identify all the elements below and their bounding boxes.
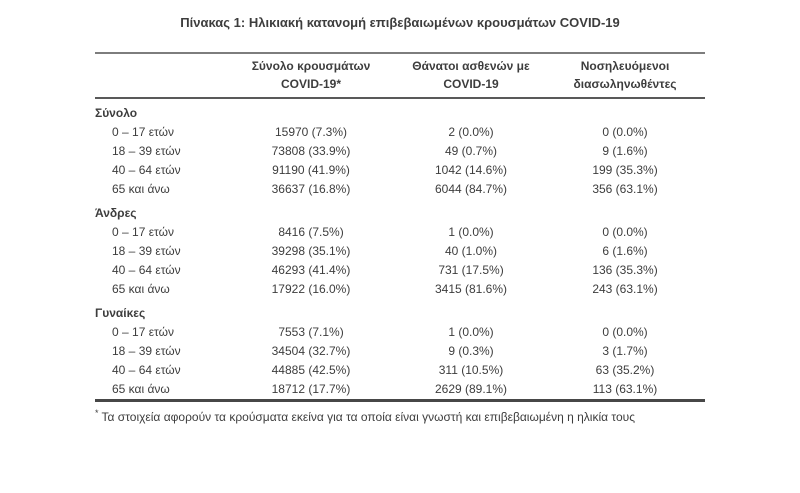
cases-cell: 15970 (7.3%) [274,125,348,139]
cases-cell: 34504 (32.7%) [271,344,351,358]
table-row: 0 – 17 ετών 7553 (7.1%) 1 (0.0%) 0 (0.0%… [95,323,705,342]
age-label-cell: 40 – 64 ετών [112,163,181,177]
age-label-cell: 65 και άνω [112,282,170,296]
section-women: Γυναίκες [95,299,705,323]
intubated-cell: 0 (0.0%) [602,125,648,139]
deaths-cell: 1 (0.0%) [448,225,494,239]
age-label-cell: 18 – 39 ετών [112,244,181,258]
cases-cell: 8416 (7.5%) [278,225,344,239]
deaths-cell: 731 (17.5%) [438,263,504,277]
table-row: 65 και άνω 17922 (16.0%) 3415 (81.6%) 24… [95,280,705,299]
section-label: Σύνολο [95,106,138,120]
table-body: Σύνολο 0 – 17 ετών 15970 (7.3%) 2 (0.0%)… [95,98,705,401]
section-label: Γυναίκες [95,306,146,320]
deaths-cell: 2629 (89.1%) [434,382,508,396]
cases-cell: 73808 (33.9%) [271,144,351,158]
header-line: διασωληνωθέντες [573,77,677,91]
intubated-cell: 3 (1.7%) [602,344,648,358]
intubated-cell: 6 (1.6%) [602,244,648,258]
header-line: COVID-19* [280,77,342,91]
deaths-cell: 3415 (81.6%) [434,282,508,296]
deaths-cell: 1042 (14.6%) [434,163,508,177]
cases-cell: 91190 (41.9%) [272,163,350,177]
deaths-cell: 6044 (84.7%) [434,182,508,196]
deaths-cell: 40 (1.0%) [444,244,498,258]
table-row: 18 – 39 ετών 39298 (35.1%) 40 (1.0%) 6 (… [95,242,705,261]
table-row: 40 – 64 ετών 91190 (41.9%) 1042 (14.6%) … [95,161,705,180]
report-page: Πίνακας 1: Ηλικιακή κατανομή επιβεβαιωμέ… [0,15,800,493]
age-label-cell: 40 – 64 ετών [112,363,181,377]
header-row: Σύνολο κρουσμάτων COVID-19* Θάνατοι ασθε… [95,53,705,99]
intubated-cell: 0 (0.0%) [602,325,648,339]
section-label: Άνδρες [95,206,137,220]
age-label-cell: 0 – 17 ετών [112,325,174,339]
age-label-cell: 0 – 17 ετών [112,225,174,239]
table-row: 0 – 17 ετών 8416 (7.5%) 1 (0.0%) 0 (0.0%… [95,223,705,242]
cases-cell: 17922 (16.0%) [271,282,351,296]
header-total-cases: Σύνολο κρουσμάτων COVID-19* [225,53,397,99]
age-label-cell: 18 – 39 ετών [112,344,181,358]
intubated-cell: 63 (35.2%) [595,363,655,377]
table-row: 40 – 64 ετών 46293 (41.4%) 731 (17.5%) 1… [95,261,705,280]
header-intubated: Νοσηλευόμενοι διασωληνωθέντες [545,53,705,99]
age-label-cell: 40 – 64 ετών [112,263,181,277]
deaths-cell: 49 (0.7%) [444,144,498,158]
section-men: Άνδρες [95,199,705,223]
deaths-cell: 311 (10.5%) [438,363,504,377]
section-total: Σύνολο [95,98,705,123]
cases-cell: 39298 (35.1%) [271,244,351,258]
intubated-cell: 9 (1.6%) [602,144,648,158]
table-row: 18 – 39 ετών 34504 (32.7%) 9 (0.3%) 3 (1… [95,342,705,361]
footnote-text: Τα στοιχεία αφορούν τα κρούσματα εκείνα … [101,410,635,424]
header-line: Θάνατοι ασθενών με [412,59,530,73]
footnote: * Τα στοιχεία αφορούν τα κρούσματα εκείνα… [95,406,705,425]
footnote-asterisk-marker: * [95,408,99,418]
header-line: Νοσηλευόμενοι [580,59,670,73]
covid-age-distribution-table: Σύνολο κρουσμάτων COVID-19* Θάνατοι ασθε… [95,52,705,402]
age-label-cell: 0 – 17 ετών [112,125,174,139]
age-label-cell: 65 και άνω [112,182,170,196]
header-line: Σύνολο κρουσμάτων [251,59,371,73]
deaths-cell: 2 (0.0%) [448,125,494,139]
intubated-cell: 0 (0.0%) [602,225,648,239]
cases-cell: 44885 (42.5%) [271,363,351,377]
age-label-cell: 18 – 39 ετών [112,144,181,158]
deaths-cell: 1 (0.0%) [448,325,494,339]
table-row: 65 και άνω 18712 (17.7%) 2629 (89.1%) 11… [95,380,705,401]
intubated-cell: 243 (63.1%) [592,282,658,296]
header-line: COVID-19 [443,77,499,91]
header-deaths: Θάνατοι ασθενών με COVID-19 [397,53,545,99]
table-row: 40 – 64 ετών 44885 (42.5%) 311 (10.5%) 6… [95,361,705,380]
deaths-cell: 9 (0.3%) [448,344,494,358]
age-label-cell: 65 και άνω [112,382,170,396]
table-header: Σύνολο κρουσμάτων COVID-19* Θάνατοι ασθε… [95,53,705,99]
table-row: 18 – 39 ετών 73808 (33.9%) 49 (0.7%) 9 (… [95,142,705,161]
cases-cell: 7553 (7.1%) [278,325,344,339]
intubated-cell: 199 (35.3%) [592,163,658,177]
table-title: Πίνακας 1: Ηλικιακή κατανομή επιβεβαιωμέ… [180,15,620,30]
table-row: 0 – 17 ετών 15970 (7.3%) 2 (0.0%) 0 (0.0… [95,123,705,142]
table-row: 65 και άνω 36637 (16.8%) 6044 (84.7%) 35… [95,180,705,199]
intubated-cell: 356 (63.1%) [592,182,658,196]
intubated-cell: 113 (63.1%) [592,382,658,396]
cases-cell: 18712 (17.7%) [271,382,351,396]
intubated-cell: 136 (35.3%) [592,263,658,277]
header-empty-cell [95,53,225,99]
cases-cell: 36637 (16.8%) [271,182,351,196]
cases-cell: 46293 (41.4%) [271,263,351,277]
